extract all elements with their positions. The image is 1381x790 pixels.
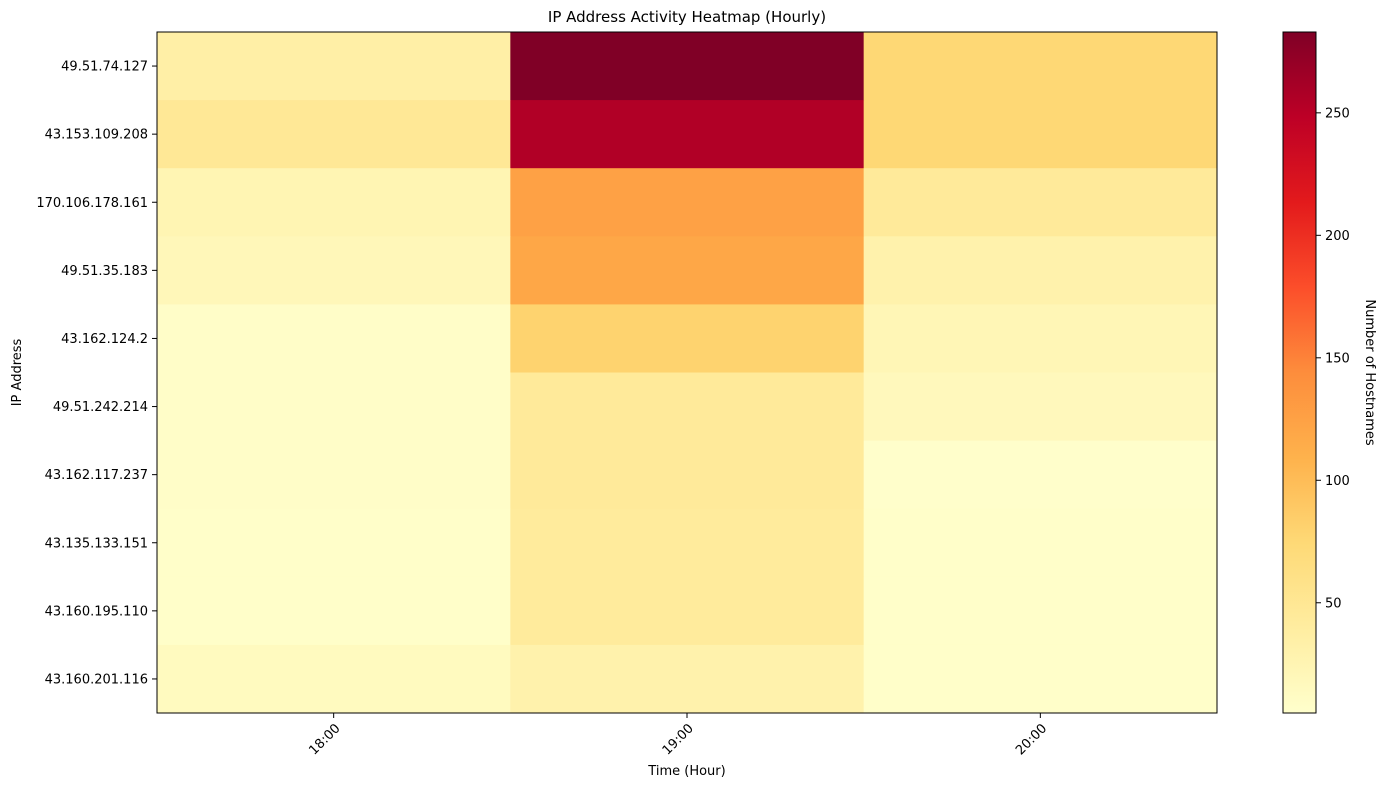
heatmap-cell xyxy=(157,440,511,510)
heatmap-cell xyxy=(863,508,1218,578)
x-tick-label: 20:00 xyxy=(1013,721,1050,758)
heatmap-cells xyxy=(157,32,1218,714)
y-tick-label: 43.160.201.116 xyxy=(45,672,148,687)
heatmap-cell xyxy=(157,32,511,101)
heatmap-cell xyxy=(863,100,1218,169)
heatmap-cell xyxy=(510,168,865,237)
heatmap-cell xyxy=(157,372,511,442)
y-tick-label: 43.160.195.110 xyxy=(45,604,148,619)
heatmap-cell xyxy=(157,100,511,169)
heatmap-cell xyxy=(863,168,1218,237)
heatmap-cell xyxy=(157,304,511,373)
colorbar-ticks: 50 100 150 200 250 xyxy=(1316,106,1350,611)
heatmap-cell xyxy=(157,508,511,578)
heatmap-cell xyxy=(510,100,865,169)
colorbar-tick-label: 150 xyxy=(1325,351,1350,366)
heatmap-cell xyxy=(863,236,1218,305)
y-tick-label: 49.51.35.183 xyxy=(61,264,148,279)
colorbar xyxy=(1282,31,1317,714)
y-tick-label: 43.153.109.208 xyxy=(45,128,148,143)
heatmap-cell xyxy=(510,32,865,101)
x-axis-label: Time (Hour) xyxy=(647,764,725,779)
heatmap-cell xyxy=(863,644,1218,714)
x-tick-label: 19:00 xyxy=(660,721,697,758)
y-tick-label: 43.162.117.237 xyxy=(45,468,148,483)
heatmap-cell xyxy=(157,644,511,714)
heatmap-cell xyxy=(510,576,865,646)
heatmap-cell xyxy=(157,168,511,237)
colorbar-tick-label: 100 xyxy=(1325,474,1350,489)
y-tick-label: 170.106.178.161 xyxy=(36,196,148,211)
heatmap-cell xyxy=(510,440,865,510)
colorbar-label: Number of Hostnames xyxy=(1362,299,1377,445)
heatmap-cell xyxy=(510,644,865,714)
y-axis-ticks: 49.51.74.127 43.153.109.208 170.106.178.16… xyxy=(36,60,157,687)
heatmap-cell xyxy=(863,32,1218,101)
heatmap-cell xyxy=(157,576,511,646)
x-axis-ticks: 18:00 19:00 20:00 xyxy=(306,713,1050,758)
heatmap-cell xyxy=(510,236,865,305)
y-tick-label: 43.162.124.2 xyxy=(61,332,148,347)
colorbar-tick-label: 250 xyxy=(1325,106,1350,121)
heatmap-cell xyxy=(510,372,865,442)
heatmap-cell xyxy=(863,304,1218,373)
heatmap-cell xyxy=(157,236,511,305)
y-tick-label: 43.135.133.151 xyxy=(45,536,148,551)
chart-title: IP Address Activity Heatmap (Hourly) xyxy=(548,8,826,26)
colorbar-tick-label: 50 xyxy=(1325,596,1342,611)
colorbar-tick-label: 200 xyxy=(1325,229,1350,244)
heatmap-cell xyxy=(510,508,865,578)
x-tick-label: 18:00 xyxy=(306,721,343,758)
heatmap-cell xyxy=(510,304,865,373)
heatmap-cell xyxy=(863,576,1218,646)
y-tick-label: 49.51.242.214 xyxy=(53,400,148,415)
y-axis-label: IP Address xyxy=(10,338,25,406)
y-tick-label: 49.51.74.127 xyxy=(61,60,148,75)
heatmap-cell xyxy=(863,372,1218,442)
heatmap-cell xyxy=(863,440,1218,510)
